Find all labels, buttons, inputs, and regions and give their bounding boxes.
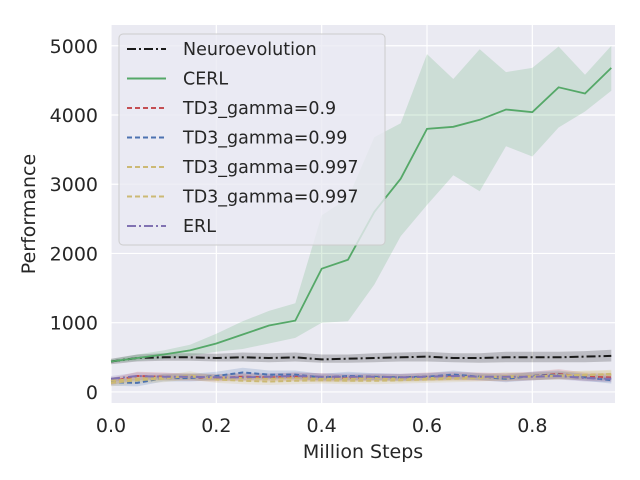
y-tick-label: 5000 xyxy=(50,36,98,58)
x-tick-label: 0.4 xyxy=(307,415,337,437)
x-tick-label: 0.2 xyxy=(201,415,231,437)
legend: Neuroevolution CERL TD3_gamma=0.9 TD3_gamma… xyxy=(118,33,386,246)
y-tick-label: 4000 xyxy=(50,105,98,127)
legend-label: Neuroevolution xyxy=(183,40,317,60)
y-tick-label: 2000 xyxy=(50,243,98,265)
x-axis-label: Million Steps xyxy=(303,441,423,463)
legend-label: TD3_gamma=0.99 xyxy=(182,129,347,149)
y-tick-label: 3000 xyxy=(50,174,98,196)
x-axis-ticks: 0.0 0.2 0.4 0.6 0.8 xyxy=(96,415,548,437)
legend-label: TD3_gamma=0.997 xyxy=(182,188,358,208)
legend-box xyxy=(118,33,386,246)
legend-label: ERL xyxy=(183,217,216,237)
y-tick-label: 1000 xyxy=(50,313,98,335)
legend-label: TD3_gamma=0.997 xyxy=(182,158,358,178)
series-line xyxy=(110,354,612,363)
series-line xyxy=(110,373,612,382)
series-line xyxy=(110,374,612,380)
x-tick-label: 0.6 xyxy=(412,415,442,437)
y-axis-label: Performance xyxy=(18,154,40,274)
y-tick-label: 0 xyxy=(86,382,98,404)
confidence-band xyxy=(111,349,612,365)
x-tick-label: 0.0 xyxy=(96,415,126,437)
y-axis-ticks: 0 1000 2000 3000 4000 5000 xyxy=(50,36,98,404)
legend-label: TD3_gamma=0.9 xyxy=(182,99,336,119)
x-tick-label: 0.8 xyxy=(517,415,547,437)
legend-label: CERL xyxy=(183,70,228,90)
